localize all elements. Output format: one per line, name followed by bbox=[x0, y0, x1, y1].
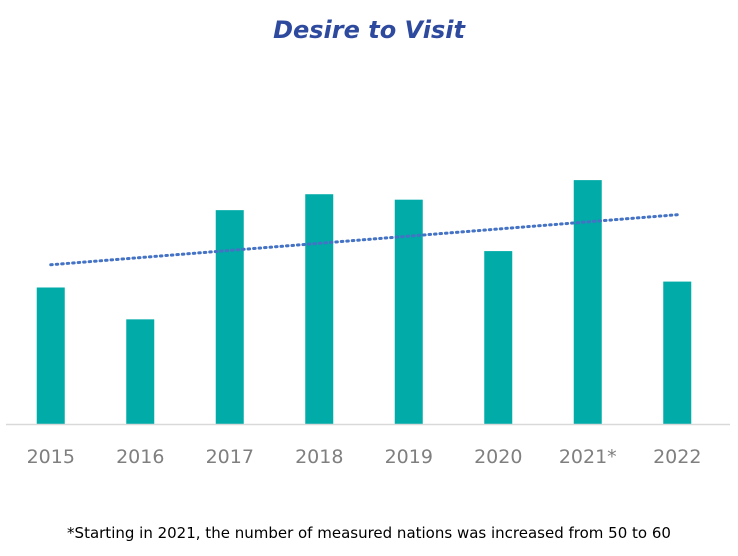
x-tick-label: 2021* bbox=[559, 446, 617, 468]
bar-2022 bbox=[663, 281, 692, 424]
x-tick-label: 2022 bbox=[653, 446, 701, 468]
bar-2020 bbox=[484, 251, 513, 424]
x-tick-label: 2019 bbox=[385, 446, 433, 468]
bar-2018 bbox=[305, 194, 334, 424]
trendline bbox=[49, 213, 679, 267]
x-tick-label: 2018 bbox=[295, 446, 343, 468]
bar-2017 bbox=[215, 210, 244, 424]
x-tick-label: 2017 bbox=[206, 446, 254, 468]
x-tick-label: 2016 bbox=[116, 446, 164, 468]
x-tick-label: 2015 bbox=[27, 446, 75, 468]
footnote: *Starting in 2021, the number of measure… bbox=[67, 524, 671, 542]
x-tick-labels: 2015 2016 2017 2018 2019 2020 2021* 2022 bbox=[27, 446, 702, 468]
bar-2019 bbox=[394, 199, 423, 424]
bar-group bbox=[36, 180, 692, 424]
chart-title: Desire to Visit bbox=[273, 16, 465, 44]
bar-2021-star bbox=[573, 180, 602, 424]
bar-2015 bbox=[36, 287, 65, 424]
x-tick-label: 2020 bbox=[474, 446, 522, 468]
bar-2016 bbox=[126, 319, 155, 424]
